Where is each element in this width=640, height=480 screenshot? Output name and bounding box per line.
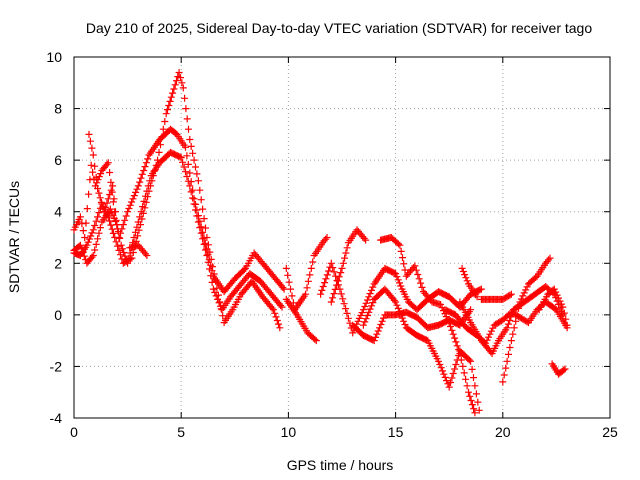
y-axis-label: SDTVAR / TECUs xyxy=(6,181,22,293)
y-tick-label: -4 xyxy=(50,410,63,426)
x-tick-label: 5 xyxy=(177,424,185,440)
series-markers xyxy=(70,125,288,296)
data-series-3 xyxy=(70,69,284,332)
y-tick-label: 8 xyxy=(54,101,62,117)
series-markers xyxy=(477,290,515,303)
y-tick-label: 10 xyxy=(46,49,62,65)
data-series-15 xyxy=(458,264,481,301)
series-markers xyxy=(359,285,483,414)
x-axis-label: GPS time / hours xyxy=(287,457,394,473)
y-tick-label: 0 xyxy=(54,307,62,323)
series-markers xyxy=(282,295,320,345)
series-markers xyxy=(349,306,475,345)
series-markers xyxy=(70,69,284,332)
x-tick-label: 25 xyxy=(602,424,618,440)
data-series-16 xyxy=(477,290,515,303)
data-series-19 xyxy=(535,285,571,329)
chart-title: Day 210 of 2025, Sidereal Day-to-day VTE… xyxy=(86,20,593,36)
series-markers xyxy=(377,234,479,417)
data-series-10 xyxy=(359,285,483,414)
y-tick-label: 4 xyxy=(54,204,62,220)
data-series-11 xyxy=(349,306,475,345)
data-series-8 xyxy=(327,226,370,306)
series-markers xyxy=(327,226,370,306)
data-series-1 xyxy=(70,125,288,296)
series-markers xyxy=(548,360,569,378)
grid-lines xyxy=(74,57,610,418)
data-series-5 xyxy=(126,241,151,259)
y-tick-label: 2 xyxy=(54,255,62,271)
y-tick-label: 6 xyxy=(54,152,62,168)
data-series-17 xyxy=(499,254,554,386)
series-markers xyxy=(85,130,121,229)
data-series-12 xyxy=(377,234,479,417)
data-series-18 xyxy=(548,360,569,378)
data-series-4 xyxy=(85,130,121,229)
x-tick-label: 0 xyxy=(70,424,78,440)
series-markers xyxy=(499,254,554,386)
series-markers xyxy=(535,285,571,329)
series-markers xyxy=(458,264,481,301)
plot-frame xyxy=(73,56,611,419)
y-tick-label: -2 xyxy=(50,358,63,374)
x-tick-label: 20 xyxy=(495,424,511,440)
series-markers xyxy=(126,241,151,259)
data-series xyxy=(70,69,571,417)
x-tick-label: 15 xyxy=(388,424,404,440)
axis-ticks: 0 5 10 15 20 25 -4 -2 0 2 4 6 8 10 xyxy=(46,49,618,440)
x-tick-label: 10 xyxy=(281,424,297,440)
data-series-7 xyxy=(282,295,320,345)
